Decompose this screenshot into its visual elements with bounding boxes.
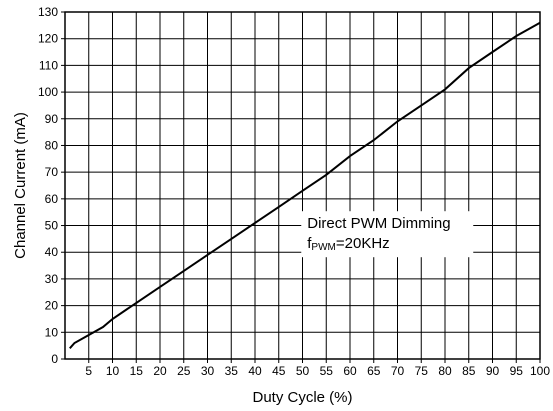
x-tick-label: 65 [367, 364, 381, 378]
x-tick-label: 20 [153, 364, 167, 378]
x-tick-label: 10 [106, 364, 120, 378]
series-line-1 [69, 21, 541, 349]
x-tick-label: 5 [85, 364, 92, 378]
y-tick-label: 130 [38, 5, 58, 19]
plot-frame [64, 11, 541, 360]
y-tick-label: 110 [39, 58, 58, 72]
x-tick-label: 80 [438, 364, 452, 378]
y-tick-label: 120 [38, 32, 58, 46]
series-group [69, 21, 541, 349]
y-tick-label: 0 [51, 352, 58, 366]
y-tick-label: 50 [45, 219, 59, 233]
x-tick-label: 75 [415, 364, 429, 378]
x-tick-label: 50 [296, 364, 310, 378]
x-tick-label: 45 [272, 364, 286, 378]
y-tick-label: 100 [38, 85, 58, 99]
y-tick-label: 60 [45, 192, 59, 206]
x-tick-label: 55 [320, 364, 334, 378]
x-tick-label: 35 [225, 364, 239, 378]
y-tick-label: 80 [45, 138, 59, 152]
y-tick-label: 40 [45, 245, 59, 259]
annotation-frequency: =20KHz [336, 235, 390, 252]
annotation-f: f [307, 235, 312, 252]
x-tick-label: 40 [248, 364, 262, 378]
x-tick-label: 15 [130, 364, 144, 378]
annotation-box: Direct PWM Dimming fPWM=20KHz [301, 211, 474, 258]
x-tick-label: 25 [177, 364, 191, 378]
annotation-subscript: PWM [311, 242, 335, 253]
y-tick-label: 90 [45, 112, 59, 126]
y-tick-label: 20 [45, 299, 59, 313]
x-tick-label: 60 [343, 364, 357, 378]
y-tick-label: 30 [45, 272, 59, 286]
y-tick-label: 10 [45, 325, 59, 339]
x-tick-label: 90 [486, 364, 500, 378]
annotation-background [301, 211, 474, 258]
y-axis-title: Channel Current (mA) [12, 112, 29, 259]
grid-lines [61, 11, 541, 363]
annotation-line-1: Direct PWM Dimming [307, 215, 450, 232]
tick-labels: 5 10 15 20 25 30 35 40 45 50 55 60 65 70 75 80 85 90 95 100… [38, 5, 550, 378]
x-tick-label: 95 [510, 364, 524, 378]
x-tick-label: 85 [462, 364, 476, 378]
x-axis-title: Duty Cycle (%) [252, 389, 352, 406]
y-tick-label: 70 [45, 165, 59, 179]
annotation-line-2: fPWM=20KHz [307, 235, 389, 253]
x-tick-label: 30 [201, 364, 215, 378]
x-tick-label: 70 [391, 364, 405, 378]
x-tick-label: 100 [530, 364, 550, 378]
